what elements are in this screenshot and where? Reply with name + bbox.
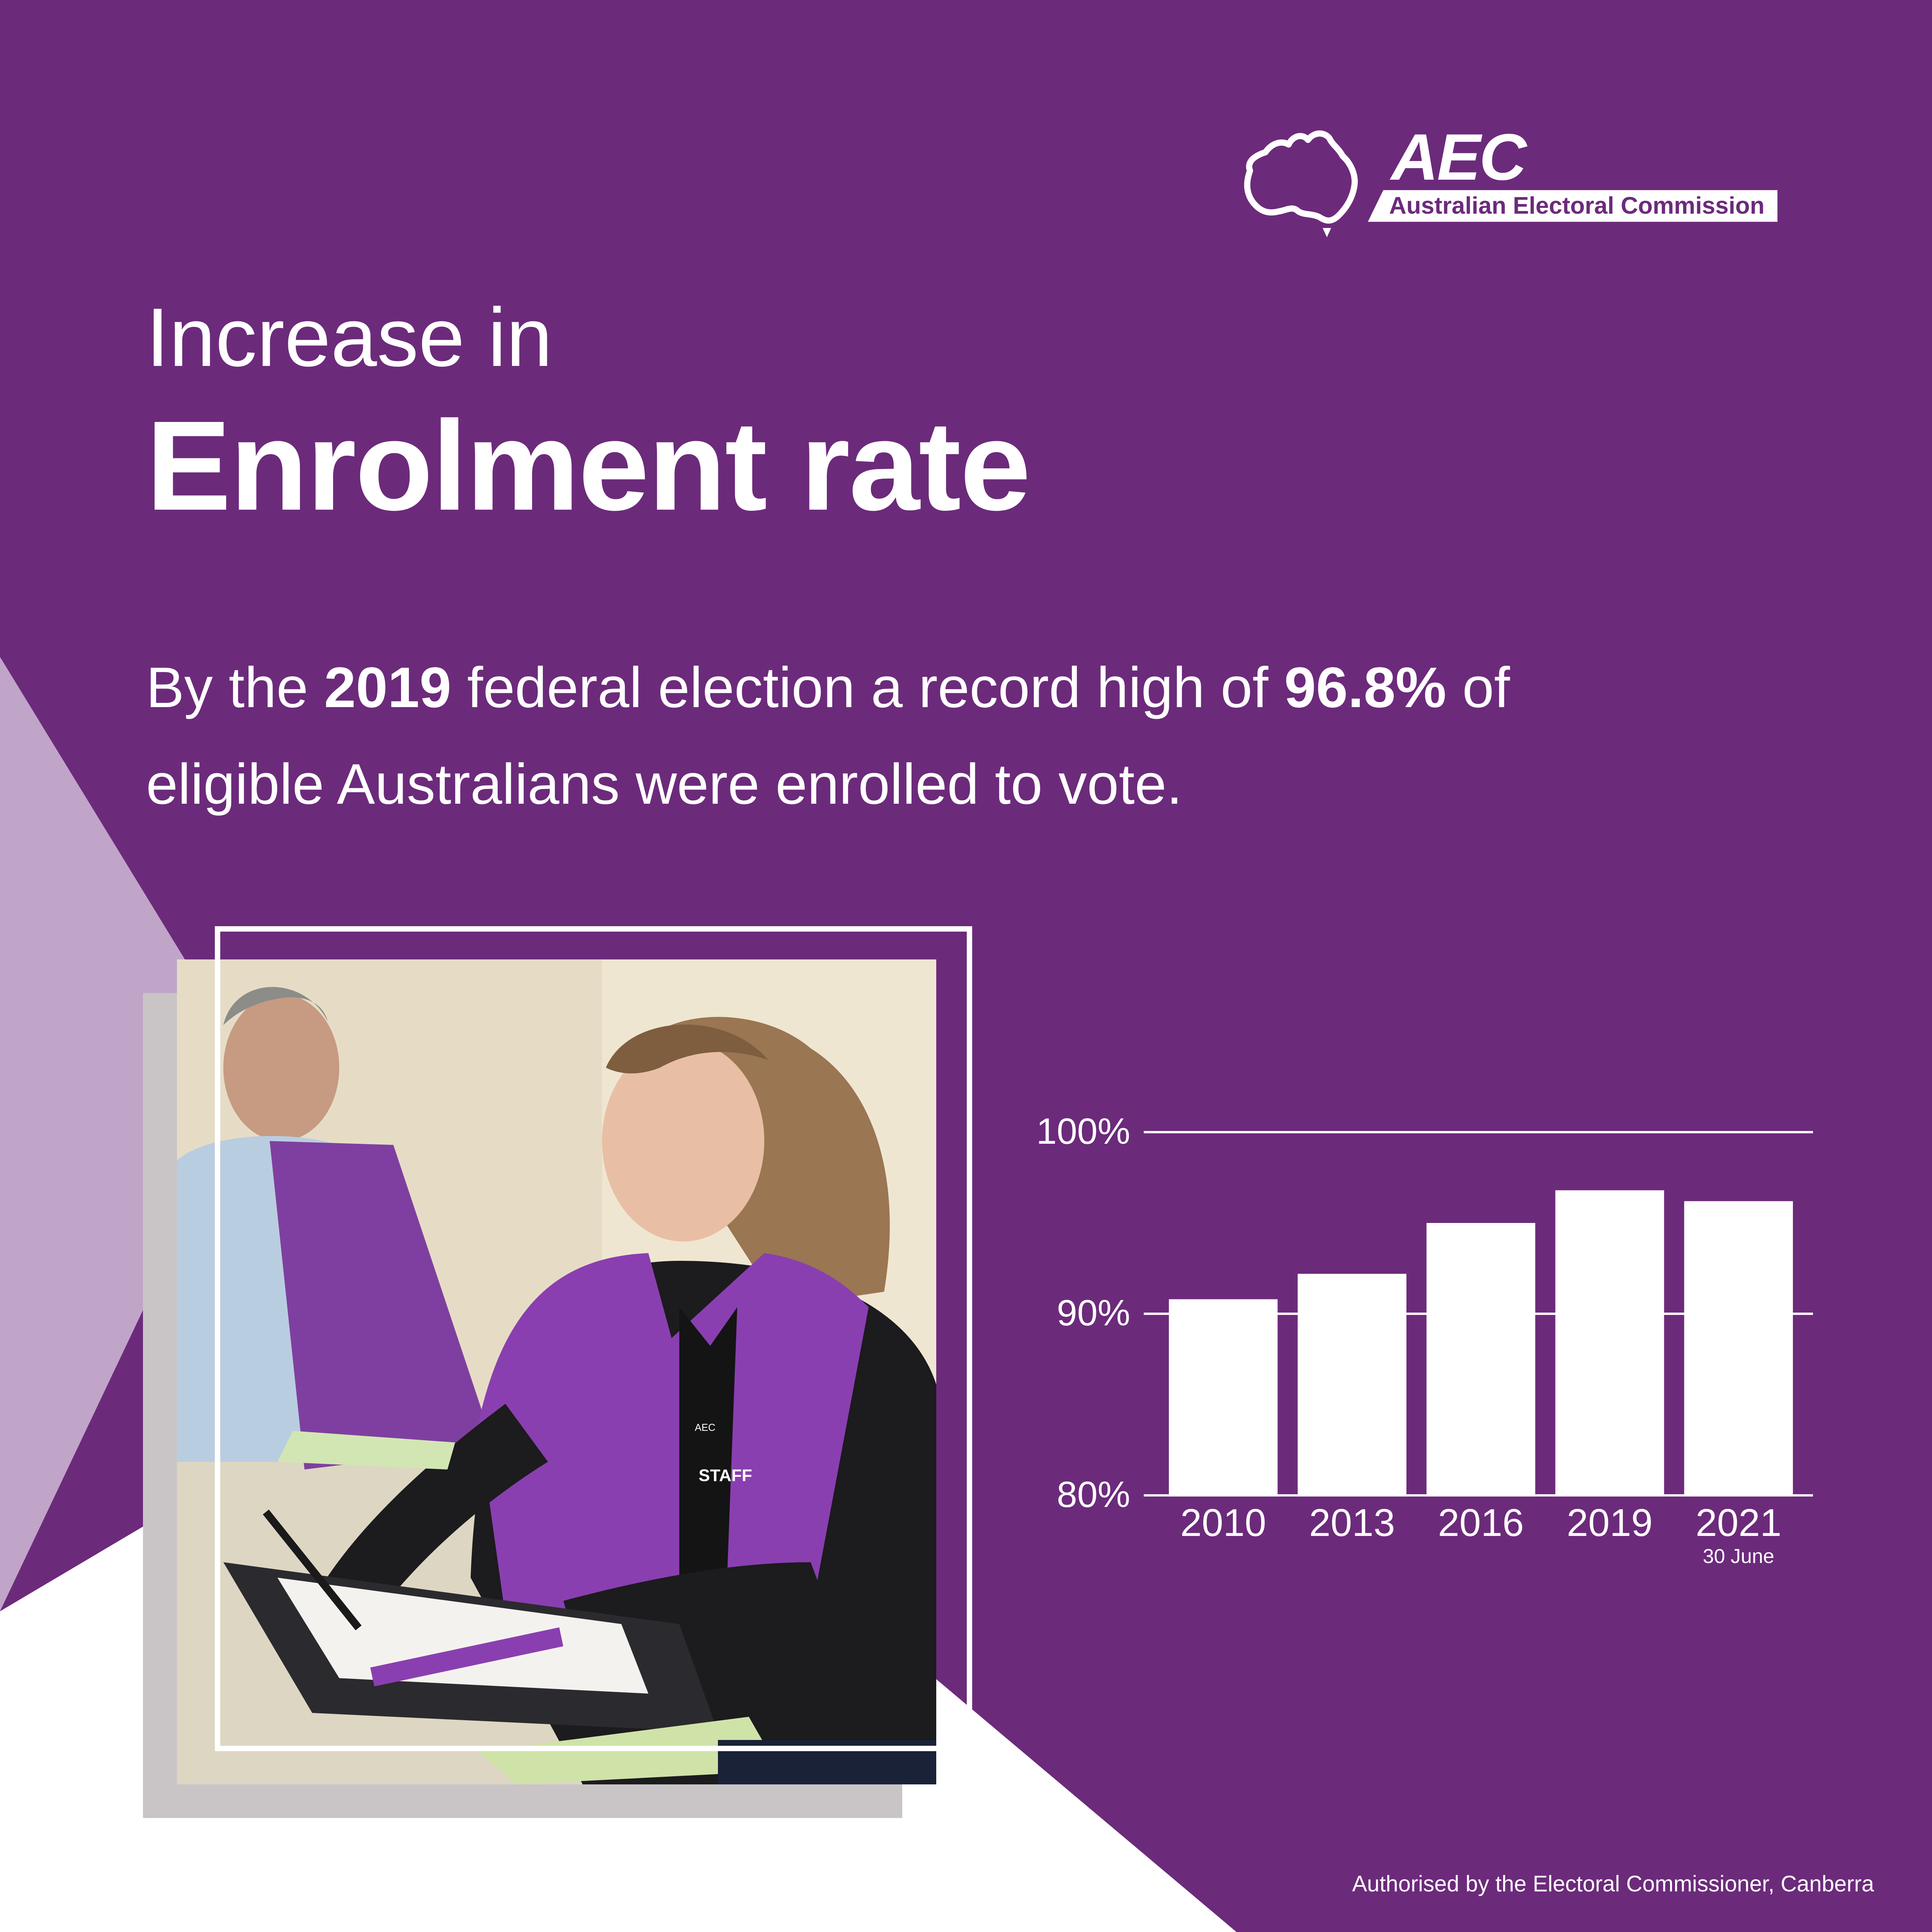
x-tick-label: 2013	[1309, 1501, 1395, 1544]
staff-photo: STAFF AEC	[177, 959, 936, 1784]
headline-line1: Increase in	[146, 291, 553, 384]
enrolment-bar-chart: 80% 90% 100% 2010 2013 2016 2019 2021 30 June	[997, 1090, 1847, 1592]
bar-2013	[1298, 1274, 1406, 1495]
vest-logo-label: AEC	[695, 1422, 715, 1433]
australia-map-icon	[1244, 130, 1358, 237]
staff-photo-illustration: STAFF AEC	[177, 959, 936, 1784]
lead-part2: federal election a record high of	[451, 656, 1284, 719]
x-tick-label: 2016	[1438, 1501, 1524, 1544]
bar-2010	[1169, 1299, 1278, 1495]
y-tick-label: 100%	[1036, 1111, 1130, 1152]
lead-rate: 96.8%	[1284, 656, 1447, 719]
x-tick-label: 2021	[1696, 1501, 1781, 1544]
logo-name: Australian Electoral Commission	[1389, 192, 1765, 219]
y-tick-label: 90%	[1057, 1293, 1130, 1333]
light-purple-wedge	[0, 657, 255, 1611]
lead-part3: of	[1446, 656, 1510, 719]
bar-2019	[1555, 1190, 1664, 1495]
lead-paragraph: By the 2019 federal election a record hi…	[146, 639, 1808, 833]
aec-logo: AEC Australian Electoral Commission	[1235, 124, 1783, 244]
x-tick-label: 2010	[1180, 1501, 1266, 1544]
vest-staff-label: STAFF	[699, 1466, 752, 1485]
bar-2021	[1684, 1201, 1793, 1495]
lead-year: 2019	[324, 656, 451, 719]
logo-name-bar	[1368, 190, 1777, 222]
logo-acronym: AEC	[1391, 121, 1527, 194]
lead-part1: By the	[146, 656, 324, 719]
lead-line-1: By the 2019 federal election a record hi…	[146, 639, 1808, 736]
x-tick-note: 30 June	[1703, 1545, 1774, 1568]
authorisation-footer: Authorised by the Electoral Commissioner…	[1352, 1871, 1874, 1896]
bar-2016	[1426, 1223, 1536, 1495]
y-tick-label: 80%	[1057, 1474, 1130, 1515]
headline-line2: Enrolment rate	[146, 394, 1031, 537]
photo-frame	[215, 926, 972, 1751]
lead-line-2: eligible Australians were enrolled to vo…	[146, 752, 1182, 816]
x-tick-label: 2019	[1567, 1501, 1653, 1544]
